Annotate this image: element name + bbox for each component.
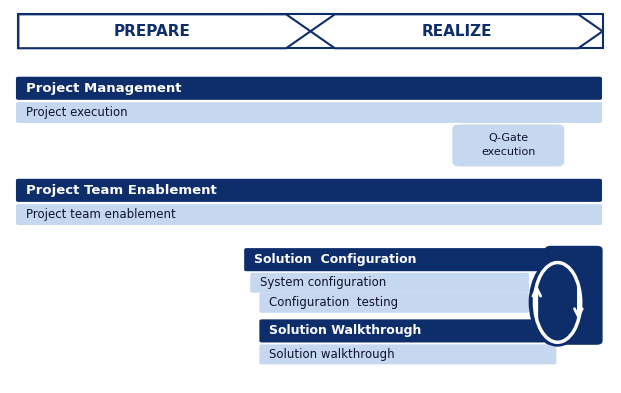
FancyBboxPatch shape: [16, 179, 602, 202]
Text: Project Management: Project Management: [25, 82, 181, 95]
FancyBboxPatch shape: [260, 344, 556, 364]
Text: Q-Gate
execution: Q-Gate execution: [481, 134, 535, 158]
Text: Project team enablement: Project team enablement: [25, 208, 176, 221]
FancyBboxPatch shape: [250, 273, 529, 293]
Text: REALIZE: REALIZE: [421, 24, 492, 39]
Text: Project Team Enablement: Project Team Enablement: [25, 184, 217, 197]
Text: Solution walkthrough: Solution walkthrough: [269, 348, 395, 361]
FancyBboxPatch shape: [452, 125, 564, 167]
FancyBboxPatch shape: [19, 14, 602, 48]
FancyBboxPatch shape: [545, 246, 602, 345]
FancyBboxPatch shape: [16, 102, 602, 123]
FancyBboxPatch shape: [260, 293, 529, 313]
FancyBboxPatch shape: [16, 77, 602, 100]
Ellipse shape: [545, 281, 570, 323]
FancyBboxPatch shape: [244, 248, 556, 271]
Ellipse shape: [528, 258, 586, 347]
Polygon shape: [310, 14, 602, 48]
Text: Solution Walkthrough: Solution Walkthrough: [269, 324, 422, 338]
Text: Solution  Configuration: Solution Configuration: [254, 253, 417, 266]
FancyBboxPatch shape: [16, 204, 602, 225]
Text: PREPARE: PREPARE: [114, 24, 191, 39]
Text: Project execution: Project execution: [25, 106, 127, 119]
Text: System configuration: System configuration: [260, 276, 386, 289]
Polygon shape: [19, 14, 310, 48]
FancyBboxPatch shape: [260, 320, 556, 342]
Text: Configuration  testing: Configuration testing: [269, 296, 398, 309]
